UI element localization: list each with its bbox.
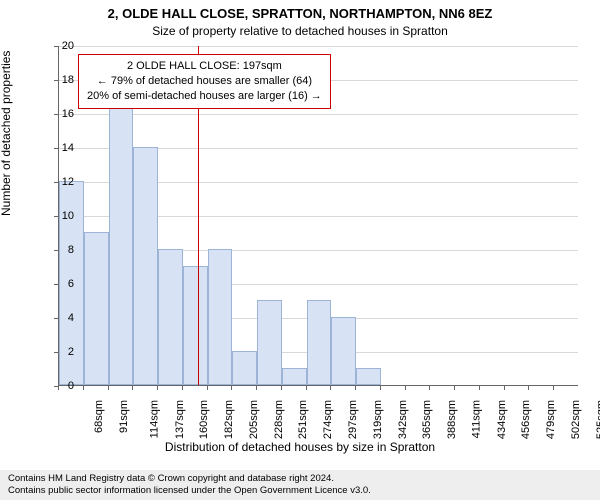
histogram-bar [232, 351, 257, 385]
histogram-bar [109, 79, 134, 385]
xtick-mark [132, 386, 133, 390]
xtick-label: 160sqm [199, 400, 211, 439]
ytick-label: 18 [46, 74, 74, 86]
histogram-bar [356, 368, 381, 385]
xtick-mark [83, 386, 84, 390]
ytick-label: 8 [46, 244, 74, 256]
xtick-label: 114sqm [148, 400, 160, 438]
xtick-mark [330, 386, 331, 390]
xtick-mark [182, 386, 183, 390]
xtick-mark [306, 386, 307, 390]
xtick-label: 411sqm [470, 400, 482, 438]
xtick-mark [479, 386, 480, 390]
xtick-label: 91sqm [118, 400, 130, 433]
xtick-mark [504, 386, 505, 390]
gridline-h [59, 114, 578, 115]
histogram-bar [257, 300, 282, 385]
xtick-label: 137sqm [174, 400, 186, 439]
ytick-label: 2 [46, 346, 74, 358]
xtick-label: 479sqm [545, 400, 557, 439]
xtick-label: 205sqm [248, 400, 260, 439]
callout-line-2: ← 79% of detached houses are smaller (64… [87, 74, 322, 89]
gridline-h [59, 46, 578, 47]
xtick-label: 502sqm [570, 400, 582, 439]
property-callout: 2 OLDE HALL CLOSE: 197sqm← 79% of detach… [78, 54, 331, 109]
histogram-bar [158, 249, 183, 385]
xtick-mark [108, 386, 109, 390]
xtick-mark [256, 386, 257, 390]
ytick-label: 12 [46, 176, 74, 188]
xtick-label: 68sqm [93, 400, 105, 433]
xtick-label: 228sqm [273, 400, 285, 439]
xtick-label: 365sqm [421, 400, 433, 439]
xtick-mark [231, 386, 232, 390]
y-axis-label: Number of detached properties [0, 51, 13, 216]
histogram-bar [84, 232, 109, 385]
histogram-bar [307, 300, 332, 385]
page-subtitle: Size of property relative to detached ho… [0, 24, 600, 38]
histogram-bar [282, 368, 307, 385]
xtick-mark [528, 386, 529, 390]
xtick-label: 434sqm [496, 400, 508, 439]
xtick-mark [58, 386, 59, 390]
ytick-label: 16 [46, 108, 74, 120]
x-axis-label: Distribution of detached houses by size … [0, 440, 600, 454]
callout-line-3: 20% of semi-detached houses are larger (… [87, 89, 322, 104]
callout-line-1: 2 OLDE HALL CLOSE: 197sqm [87, 59, 322, 74]
xtick-mark [281, 386, 282, 390]
xtick-mark [405, 386, 406, 390]
xtick-mark [355, 386, 356, 390]
xtick-mark [429, 386, 430, 390]
histogram-bar [208, 249, 233, 385]
histogram-bar [183, 266, 208, 385]
ytick-label: 0 [46, 380, 74, 392]
xtick-label: 456sqm [520, 400, 532, 439]
xtick-label: 274sqm [322, 400, 334, 439]
ytick-label: 4 [46, 312, 74, 324]
xtick-mark [207, 386, 208, 390]
ytick-label: 14 [46, 142, 74, 154]
ytick-label: 20 [46, 40, 74, 52]
xtick-mark [380, 386, 381, 390]
xtick-mark [454, 386, 455, 390]
page-title: 2, OLDE HALL CLOSE, SPRATTON, NORTHAMPTO… [0, 6, 600, 21]
ytick-label: 6 [46, 278, 74, 290]
xtick-label: 297sqm [347, 400, 359, 439]
footer-attribution: Contains HM Land Registry data © Crown c… [0, 470, 600, 500]
xtick-mark [553, 386, 554, 390]
xtick-mark [157, 386, 158, 390]
ytick-label: 10 [46, 210, 74, 222]
histogram-bar [133, 147, 158, 385]
xtick-label: 319sqm [372, 400, 384, 439]
page: 2, OLDE HALL CLOSE, SPRATTON, NORTHAMPTO… [0, 0, 600, 500]
xtick-label: 182sqm [223, 400, 235, 439]
footer-line-2: Contains public sector information licen… [8, 485, 592, 497]
xtick-label: 342sqm [397, 400, 409, 439]
xtick-label: 525sqm [595, 400, 600, 439]
footer-line-1: Contains HM Land Registry data © Crown c… [8, 473, 592, 485]
xtick-label: 251sqm [298, 400, 310, 439]
histogram-bar [331, 317, 356, 385]
xtick-label: 388sqm [446, 400, 458, 439]
